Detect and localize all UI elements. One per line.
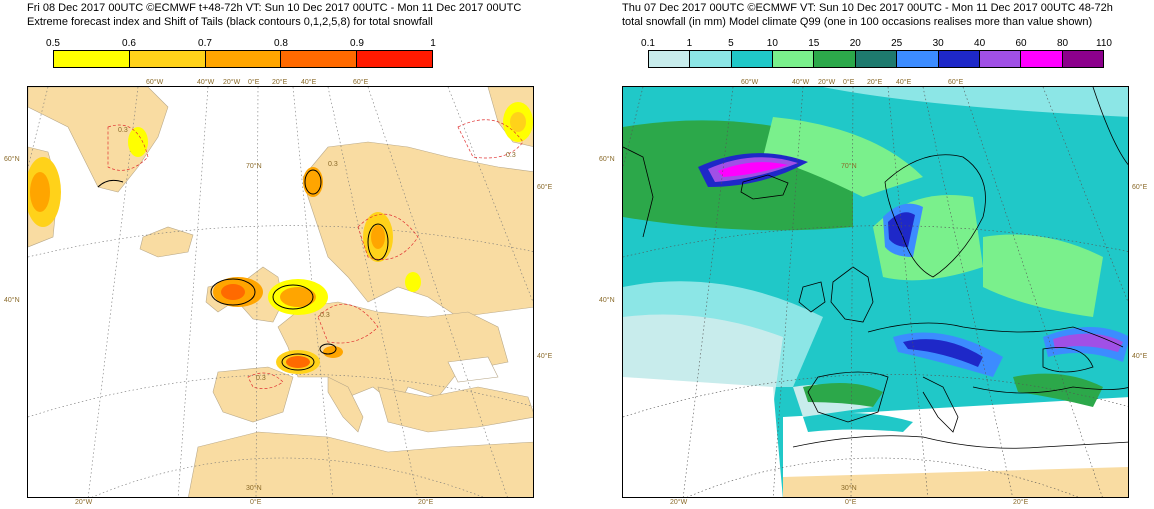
- contour-label: 0.3: [328, 161, 338, 168]
- lon-label: 0°E: [845, 499, 857, 506]
- right-map-canvas: [623, 87, 1128, 497]
- left-legend-label: 0.7: [198, 38, 212, 49]
- right-legend-swatch: [855, 51, 898, 67]
- right-legend-swatch: [1062, 51, 1103, 67]
- lon-label: 40°E: [896, 79, 912, 86]
- left-legend-labels: 0.5 0.6 0.7 0.8 0.9 1: [46, 38, 436, 50]
- lon-label: 40°W: [792, 79, 810, 86]
- lat-label: 60°N: [4, 156, 20, 163]
- left-map: 0.3 0.3 0.3 0.3 0.3: [27, 86, 534, 498]
- lon-label: 60°E: [948, 79, 964, 86]
- right-title-line1: Thu 07 Dec 2017 00UTC ©ECMWF VT: Sun 10 …: [622, 2, 1113, 14]
- right-legend-swatch: [649, 51, 691, 67]
- lat-label: 70°N: [841, 163, 857, 170]
- right-legend-swatch: [1021, 51, 1063, 67]
- lon-label: 20°E: [418, 499, 434, 506]
- lon-label: 40°E: [301, 79, 317, 86]
- lat-label: 40°N: [4, 297, 20, 304]
- lat-label: 40°E: [1132, 353, 1148, 360]
- lat-label: 40°N: [599, 297, 615, 304]
- lat-label: 60°E: [537, 184, 553, 191]
- right-legend-label: 10: [766, 38, 778, 49]
- right-legend-label: 60: [1015, 38, 1027, 49]
- left-map-canvas: [28, 87, 533, 497]
- right-legend-label: 20: [849, 38, 861, 49]
- lon-label: 0°E: [250, 499, 262, 506]
- contour-label: 0.3: [256, 375, 266, 382]
- lon-label: 20°E: [867, 79, 883, 86]
- left-legend-label: 0.8: [274, 38, 288, 49]
- right-legend-label: 1: [686, 38, 693, 49]
- right-legend-label: 80: [1056, 38, 1069, 49]
- lon-label: 0°E: [843, 79, 855, 86]
- lon-label: 0°E: [248, 79, 260, 86]
- lat-label: 60°N: [599, 156, 615, 163]
- right-legend-label: 30: [932, 38, 944, 49]
- contour-label: 0.3: [320, 312, 330, 319]
- left-legend-swatch: [129, 51, 206, 67]
- right-color-legend: [648, 50, 1104, 68]
- right-legend-swatch: [938, 51, 980, 67]
- lon-label: 20°E: [1013, 499, 1029, 506]
- right-legend-label: 40: [974, 38, 986, 49]
- lon-label: 60°W: [146, 79, 164, 86]
- lon-label: 40°W: [197, 79, 215, 86]
- lon-label: 20°W: [670, 499, 688, 506]
- right-map: [622, 86, 1129, 498]
- left-legend-label: 0.9: [350, 38, 364, 49]
- right-legend-labels: 0.1 1 5 10 15 20 25 30 40 60 80 110: [641, 38, 1112, 50]
- left-legend-swatch: [357, 51, 432, 67]
- left-title-line1: Fri 08 Dec 2017 00UTC ©ECMWF t+48-72h VT…: [27, 2, 522, 14]
- lon-label: 20°E: [272, 79, 288, 86]
- left-legend-swatch: [281, 51, 358, 67]
- right-legend-label: 25: [891, 38, 903, 49]
- right-legend-swatch: [979, 51, 1022, 67]
- left-legend-swatch: [205, 51, 282, 67]
- right-legend-swatch: [731, 51, 774, 67]
- left-legend-label: 0.6: [122, 38, 136, 49]
- right-legend-swatch: [814, 51, 856, 67]
- right-title-line2: total snowfall (in mm) Model climate Q99…: [622, 16, 1093, 28]
- right-legend-label: 5: [728, 38, 734, 49]
- right-legend-label: 110: [1096, 38, 1112, 49]
- lat-label: 70°N: [246, 163, 262, 170]
- lon-label: 60°W: [741, 79, 759, 86]
- lon-label: 20°W: [223, 79, 241, 86]
- lon-label: 60°E: [353, 79, 369, 86]
- contour-label: 0.3: [506, 152, 516, 159]
- right-legend-swatch: [897, 51, 939, 67]
- contour-label: 0.3: [118, 127, 128, 134]
- lat-label: 30°N: [246, 485, 262, 492]
- left-title-line2: Extreme forecast index and Shift of Tail…: [27, 16, 433, 28]
- right-legend-label: 0.1: [641, 38, 655, 49]
- left-legend-label: 1: [430, 38, 436, 49]
- right-legend-swatch: [773, 51, 815, 67]
- lat-label: 30°N: [841, 485, 857, 492]
- lat-label: 40°E: [537, 353, 553, 360]
- right-legend-label: 15: [808, 38, 820, 49]
- lon-label: 20°W: [75, 499, 93, 506]
- left-color-legend: [53, 50, 433, 68]
- left-legend-swatch: [54, 51, 130, 67]
- right-legend-swatch: [690, 51, 732, 67]
- lon-label: 20°W: [818, 79, 836, 86]
- lat-label: 60°E: [1132, 184, 1148, 191]
- left-legend-label: 0.5: [46, 38, 60, 49]
